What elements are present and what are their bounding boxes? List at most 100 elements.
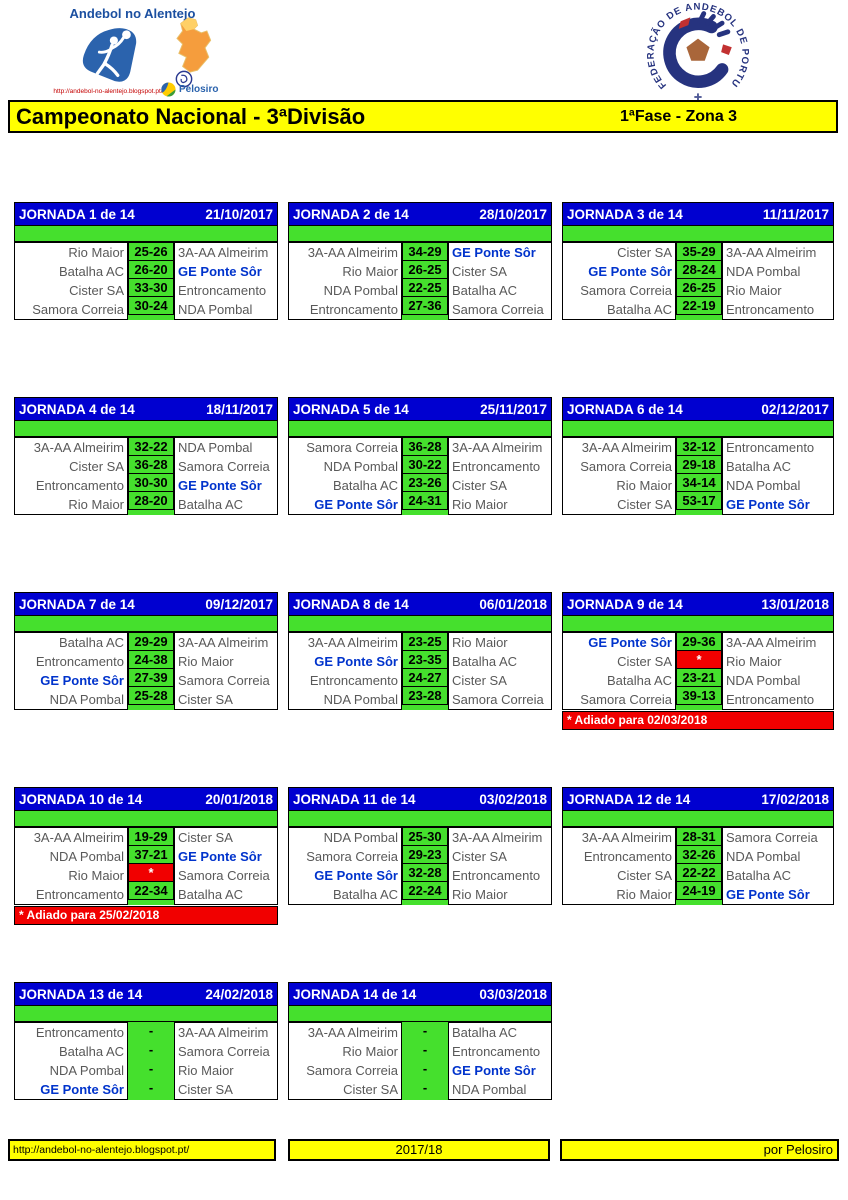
jornada-body: Rio Maior Batalha AC Cister SA Samora Corre… [14,242,278,320]
score-cell: 23-21 [676,668,722,687]
away-team: GE Ponte Sôr [178,849,262,864]
away-column: NDA Pombal Samora Correia GE Ponte Sôr Bata… [174,437,278,515]
home-team: Samora Correia [580,692,672,707]
away-team: GE Ponte Sôr [178,264,262,279]
jornada-separator [14,226,278,242]
jornada-header: JORNADA 7 de 14 09/12/2017 [14,592,278,616]
jornada-table: JORNADA 13 de 14 24/02/2018 Entroncamento B… [14,982,278,1100]
score-cell: 30-22 [402,455,448,474]
score-column: 35-29 28-24 26-25 22-19 [676,242,722,320]
score-cell: 22-24 [402,881,448,900]
score-cell: - [422,1023,428,1038]
handball-player-logo-icon [82,28,137,82]
brand-block: Andebol no Alentejo http://andebol-no-al… [53,6,245,101]
away-team: NDA Pombal [178,302,253,317]
home-team: Samora Correia [306,1063,398,1078]
jornada-date: 03/02/2018 [479,791,547,807]
alentejo-map-icon [176,17,212,73]
score-cell: 34-14 [676,473,722,492]
jornada-title: JORNADA 13 de 14 [19,986,143,1002]
jornada-title: JORNADA 2 de 14 [293,206,409,222]
jornada-separator [288,1006,552,1022]
home-team: Entroncamento [35,654,124,669]
home-column: GE Ponte Sôr Cister SA Batalha AC Samora Co… [562,632,676,710]
score-cell: - [422,1061,428,1076]
footer-credit: por Pelosiro [560,1139,839,1161]
away-team: Rio Maior [452,887,508,902]
score-cell: 35-29 [676,242,722,261]
jornada-body: Entroncamento Batalha AC NDA Pombal GE Pont… [14,1022,278,1100]
jornada-slot: JORNADA 2 de 14 28/10/2017 3A-AA Almeirim R… [288,202,552,397]
score-column: - - - - [402,1022,448,1100]
jornada-table: JORNADA 4 de 14 18/11/2017 3A-AA Almeirim C… [14,397,278,515]
away-team: Entroncamento [452,459,541,474]
away-team: Batalha AC [452,654,518,669]
score-cell: 24-38 [128,650,174,669]
score-column: 19-29 37-21 * 22-34 [128,827,174,905]
jornada-header: JORNADA 14 de 14 03/03/2018 [288,982,552,1006]
footer-url[interactable]: http://andebol-no-alentejo.blogspot.pt/ [8,1139,276,1161]
home-team: GE Ponte Sôr [40,673,124,688]
score-cell: 32-12 [676,437,722,456]
away-team: NDA Pombal [452,1082,527,1097]
home-team: Rio Maior [616,887,672,902]
home-team: Batalha AC [332,478,398,493]
away-team: Cister SA [452,264,507,279]
brand-url[interactable]: http://andebol-no-alentejo.blogspot.pt/ [53,88,163,95]
home-team: Batalha AC [606,673,672,688]
jornada-date: 13/01/2018 [761,596,829,612]
score-cell: - [422,1080,428,1095]
jornada-title: JORNADA 11 de 14 [293,791,416,807]
away-team: Batalha AC [452,1025,518,1040]
score-column: 32-12 29-18 34-14 53-17 [676,437,722,515]
jornada-table: JORNADA 14 de 14 03/03/2018 3A-AA Almeirim… [288,982,552,1100]
home-team: Entroncamento [35,478,124,493]
away-team: Samora Correia [726,830,818,845]
home-team: Cister SA [617,497,672,512]
title-bar: Campeonato Nacional - 3ªDivisão 1ªFase -… [8,100,838,133]
home-team: Cister SA [617,245,672,260]
jornada-table: JORNADA 8 de 14 06/01/2018 3A-AA Almeirim G… [288,592,552,710]
footer-season: 2017/18 [288,1139,550,1161]
away-team: Samora Correia [452,302,544,317]
score-cell: 22-22 [676,863,722,882]
score-cell: 25-28 [128,686,174,705]
score-cell: 29-23 [402,845,448,864]
jornada-body: Cister SA GE Ponte Sôr Samora Correia Batal… [562,242,834,320]
jornada-separator [14,1006,278,1022]
home-team: NDA Pombal [323,283,398,298]
home-team: GE Ponte Sôr [314,654,398,669]
away-team: Rio Maior [178,1063,234,1078]
jornada-date: 18/11/2017 [206,401,273,417]
jornada-date: 24/02/2018 [205,986,273,1002]
home-team: Entroncamento [35,1025,124,1040]
home-team: Samora Correia [306,849,398,864]
pelosiro-ball-icon [161,82,176,97]
jornada-header: JORNADA 2 de 14 28/10/2017 [288,202,552,226]
score-cell: 26-20 [128,260,174,279]
jornada-separator [562,421,834,437]
away-team: 3A-AA Almeirim [178,635,269,650]
mini-badge-icon [175,70,193,88]
score-column: 32-22 36-28 30-30 28-20 [128,437,174,515]
score-cell: 25-30 [402,827,448,846]
jornada-header: JORNADA 4 de 14 18/11/2017 [14,397,278,421]
jornada-date: 03/03/2018 [479,986,547,1002]
away-column: 3A-AA Almeirim Rio Maior NDA Pombal Entronc… [722,632,834,710]
home-team: Samora Correia [306,440,398,455]
score-cell: 24-27 [402,668,448,687]
home-team: 3A-AA Almeirim [33,830,124,845]
score-cell: 32-22 [128,437,174,456]
away-team: NDA Pombal [726,673,801,688]
jornada-separator [14,616,278,632]
score-cell: 22-19 [676,296,722,315]
jornada-date: 09/12/2017 [205,596,273,612]
home-column: 3A-AA Almeirim Samora Correia Rio Maior Cis… [562,437,676,515]
away-column: Batalha AC Entroncamento GE Ponte Sôr NDA P… [448,1022,552,1100]
away-team: Batalha AC [726,868,792,883]
jornada-title: JORNADA 7 de 14 [19,596,135,612]
jornada-table: JORNADA 2 de 14 28/10/2017 3A-AA Almeirim R… [288,202,552,320]
home-column: 3A-AA Almeirim Cister SA Entroncamento Rio … [14,437,128,515]
score-cell: - [148,1023,154,1038]
away-column: 3A-AA Almeirim NDA Pombal Rio Maior Entronc… [722,242,834,320]
